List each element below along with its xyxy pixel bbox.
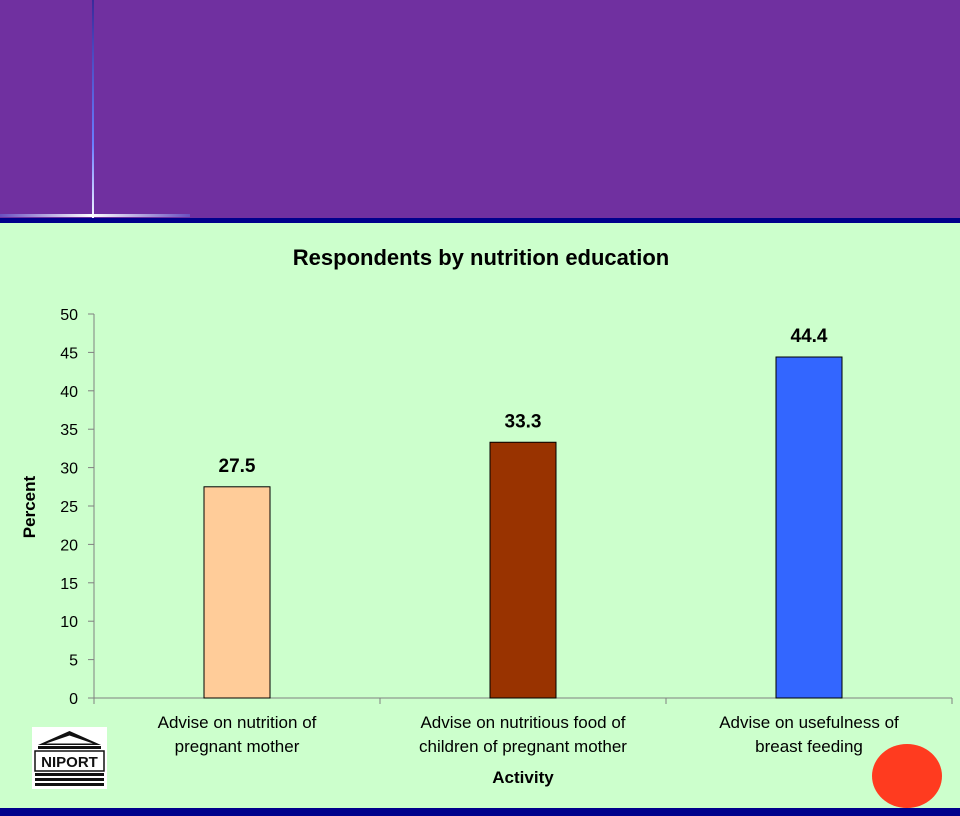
y-tick-label: 35 (60, 422, 78, 439)
header-divider (0, 218, 960, 223)
header-horizontal-accent (0, 214, 190, 217)
footer-divider (0, 808, 960, 816)
slide-nav-button[interactable] (872, 744, 942, 808)
logo-text: NIPORT (41, 754, 98, 771)
chart-title: Respondents by nutrition education (293, 245, 669, 270)
x-tick-label: Advise on usefulness of (719, 713, 899, 732)
y-axis-label: Percent (20, 475, 39, 538)
x-tick-label: children of pregnant mother (419, 737, 627, 756)
niport-logo-graphic: NIPORT (34, 731, 105, 786)
x-tick-label: Advise on nutritious food of (420, 713, 625, 732)
data-label: 27.5 (219, 456, 256, 477)
bar (203, 486, 271, 699)
data-label: 33.3 (505, 411, 542, 432)
data-label: 44.4 (791, 326, 828, 347)
y-tick-label: 15 (60, 576, 78, 593)
header-vertical-accent (92, 0, 94, 222)
y-tick-label: 0 (69, 691, 78, 708)
bar (489, 441, 557, 699)
x-axis-label: Activity (492, 768, 554, 787)
header-band (0, 0, 960, 218)
y-tick-label: 45 (60, 345, 78, 362)
y-tick-label: 10 (60, 614, 78, 631)
x-tick-label: pregnant mother (175, 737, 300, 756)
y-tick-label: 25 (60, 499, 78, 516)
bar (775, 356, 843, 699)
y-tick-label: 5 (69, 653, 78, 670)
x-tick-label: Advise on nutrition of (158, 713, 317, 732)
niport-logo: NIPORT (32, 727, 107, 789)
x-tick-label: breast feeding (755, 737, 863, 756)
y-tick-label: 40 (60, 384, 78, 401)
y-tick-label: 50 (60, 307, 78, 324)
y-tick-label: 20 (60, 537, 78, 554)
y-tick-label: 30 (60, 461, 78, 478)
